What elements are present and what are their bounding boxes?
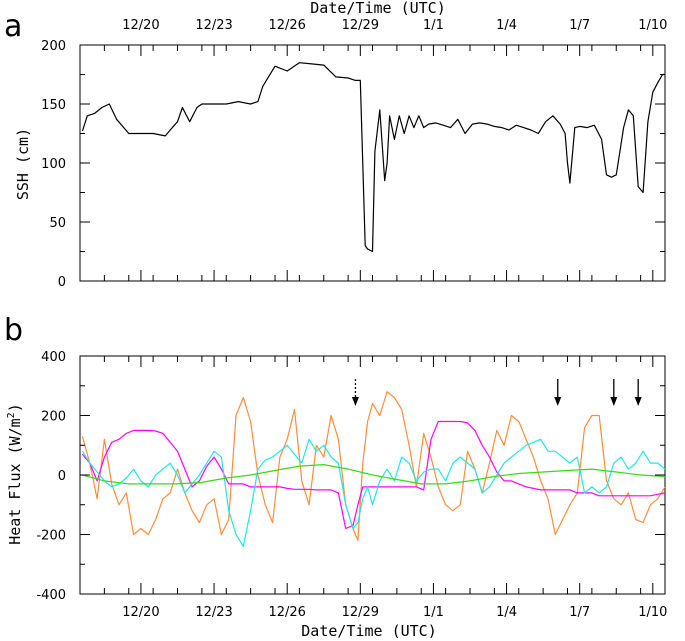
y-tick-label: 0 (58, 275, 66, 290)
series-line-2 (81, 420, 666, 530)
down-arrow-icon (634, 379, 642, 406)
y-tick-label: 150 (41, 98, 66, 113)
down-arrow-icon (351, 379, 359, 406)
x-tick-label: 1/10 (638, 605, 667, 620)
x-tick-label: 12/20 (122, 18, 159, 33)
x-tick-label: 12/23 (195, 605, 232, 620)
panel-a-y-axis-title: SSH (cm) (14, 128, 32, 200)
panel-b-y-axis-title-superscript: 2 (6, 412, 17, 418)
down-arrow-icon (610, 379, 618, 406)
y-tick-label: 200 (41, 410, 66, 425)
x-tick-label: 12/26 (268, 605, 305, 620)
panel-a-ssh-chart: a Date/Time (UTC) SSH (cm) 12/20 12/23 12/… (4, 0, 667, 290)
down-arrow-icon (554, 379, 562, 406)
x-tick-label: 1/1 (423, 18, 444, 33)
panel-b-y-axis-title-prefix: Heat Flux (W/m (6, 418, 24, 544)
panel-a-series-group (81, 62, 665, 253)
panel-b-y-ticks: -400 -200 0 200 400 (36, 350, 665, 603)
x-tick-label: 12/20 (122, 605, 159, 620)
x-tick-label: 1/4 (496, 605, 517, 620)
panel-a-y-ticks: 0 50 100 150 200 (41, 39, 665, 290)
y-tick-label: 200 (41, 39, 66, 54)
panel-a-x-ticks: 12/20 12/23 12/26 12/29 1/1 1/4 1/7 1/10 (79, 18, 667, 281)
series-line-4 (82, 464, 666, 485)
panel-b-y-axis-title: Heat Flux (W/m2) (6, 403, 24, 545)
series-line-1 (81, 62, 665, 253)
x-tick-label: 1/10 (638, 18, 667, 33)
y-tick-label: -200 (36, 529, 66, 544)
x-tick-label: 12/29 (342, 18, 379, 33)
panel-b-x-ticks: 12/20 12/23 12/26 12/29 1/1 1/4 1/7 1/10 (79, 356, 667, 620)
panel-a-top-x-axis-title: Date/Time (UTC) (310, 0, 445, 17)
panel-b-letter: b (4, 313, 23, 348)
panel-b-y-axis-title-suffix: ) (6, 403, 24, 412)
y-tick-label: 0 (58, 469, 66, 484)
y-tick-label: -400 (36, 588, 66, 603)
x-tick-label: 12/29 (342, 605, 379, 620)
x-tick-label: 1/7 (569, 18, 590, 33)
x-tick-label: 12/26 (268, 18, 305, 33)
x-tick-label: 1/1 (423, 605, 444, 620)
panel-b-series-group (81, 391, 666, 548)
panel-b-heat-flux-chart: b Heat Flux (W/m2) Date/Time (UTC) 12/20… (4, 313, 667, 640)
y-tick-label: 100 (41, 157, 66, 172)
series-line-1 (81, 391, 666, 542)
panel-a-letter: a (4, 9, 22, 44)
x-tick-label: 12/23 (195, 18, 232, 33)
x-tick-label: 1/4 (496, 18, 517, 33)
panel-b-x-axis-title: Date/Time (UTC) (301, 622, 436, 640)
x-tick-label: 1/7 (569, 605, 590, 620)
panel-b-arrow-annotations (351, 379, 642, 406)
y-tick-label: 50 (49, 216, 66, 231)
y-tick-label: 400 (41, 350, 66, 365)
